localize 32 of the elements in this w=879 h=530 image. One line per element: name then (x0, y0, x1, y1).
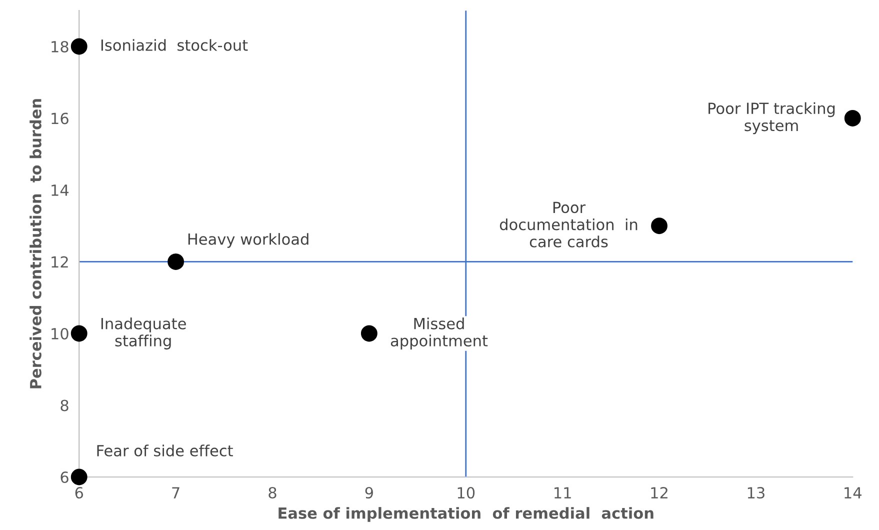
x-tick-label: 11 (554, 487, 571, 498)
point (844, 110, 861, 126)
annotation: Isoniazid stock-out (101, 39, 248, 51)
x-tick-label: 14 (844, 487, 862, 498)
y-tick-label: 8 (60, 400, 68, 412)
point (70, 38, 88, 55)
y-tick-label: 10 (52, 328, 68, 340)
y-tick-label: 14 (52, 184, 69, 196)
x-axis-title: Ease of implementation of remedial action (278, 507, 654, 522)
x-tick-label: 10 (458, 486, 475, 499)
point (70, 468, 88, 486)
y-axis-title: Perceived contribution to burden (30, 99, 42, 388)
y-tick-label: 18 (52, 40, 68, 52)
annotation: Poor documentation in care cards (500, 202, 638, 248)
annotation: Fear of side effect (97, 444, 233, 456)
annotation: Missed appointment (390, 318, 488, 350)
point (651, 218, 668, 234)
point (360, 325, 378, 342)
point (168, 254, 184, 270)
x-tick-label: 8 (268, 486, 276, 499)
x-tick-label: 12 (651, 486, 668, 498)
annotation: Inadequate staffing (101, 318, 186, 350)
annotation: Heavy workload (188, 233, 308, 248)
x-tick-label: 9 (365, 486, 373, 499)
x-tick-label: 13 (748, 486, 764, 499)
point (70, 325, 88, 342)
x-tick-label: 6 (75, 486, 84, 499)
y-tick-label: 12 (52, 256, 68, 268)
annotation: Poor IPT tracking system (708, 102, 835, 134)
y-tick-label: 6 (60, 471, 68, 484)
y-tick-label: 16 (52, 112, 68, 124)
x-tick-label: 7 (172, 487, 180, 498)
